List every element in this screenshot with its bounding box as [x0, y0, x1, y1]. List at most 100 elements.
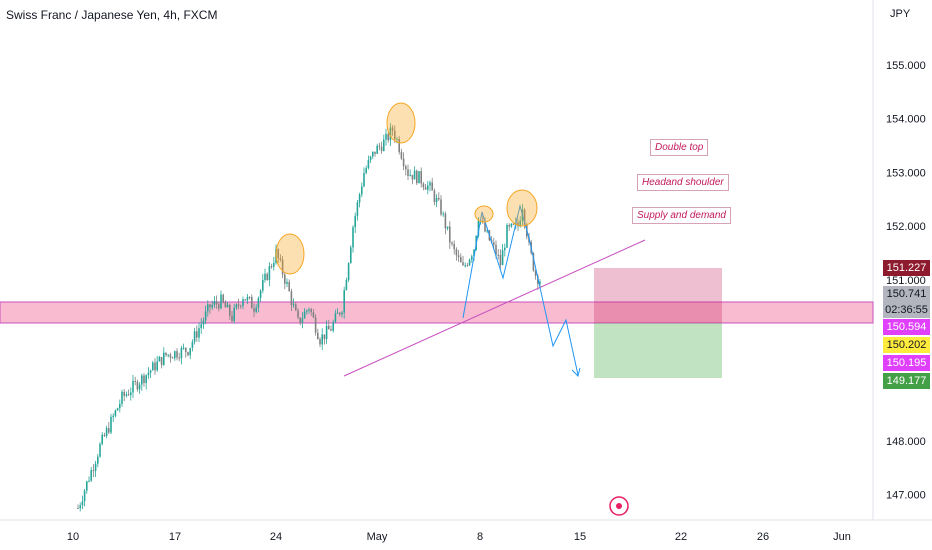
candle-body	[350, 247, 352, 264]
candle-body	[332, 322, 334, 331]
candle-body	[108, 428, 110, 433]
candle-body	[178, 357, 180, 359]
candle-body	[119, 403, 121, 409]
price-tick-label: 151.000	[886, 275, 926, 287]
candle-body	[88, 480, 90, 482]
candle-body	[152, 362, 154, 371]
candle-body	[457, 255, 460, 258]
candle-body	[220, 294, 222, 309]
candle-body	[156, 361, 158, 371]
price-axis[interactable]: 155.000 154.000 153.000 152.000 151.000 148.0…	[886, 60, 926, 502]
candle-body	[471, 256, 473, 260]
candle-body	[354, 215, 356, 228]
head-shoulder-line[interactable]	[462, 204, 530, 319]
time-tick-label: 26	[757, 531, 769, 543]
candle-body	[317, 332, 319, 340]
candle-body	[387, 133, 389, 141]
tag-level-magenta: 150.195	[883, 355, 930, 371]
candle-body	[308, 309, 310, 311]
time-tick-label: May	[367, 531, 388, 543]
tag-level-yellow: 150.202	[883, 337, 930, 353]
candle-body	[264, 273, 266, 280]
candle-body	[141, 375, 143, 385]
candle-body	[440, 199, 442, 215]
candle-body	[314, 317, 317, 333]
candle-body	[244, 299, 246, 301]
candle-body	[310, 309, 312, 313]
candle-body	[391, 127, 394, 131]
small-peak-circle[interactable]	[474, 205, 494, 223]
candle-body	[81, 501, 84, 506]
candle-body	[295, 304, 297, 311]
candle-body	[376, 145, 378, 154]
event-marker-dot	[616, 503, 622, 509]
supply-demand-zone[interactable]	[0, 301, 874, 324]
time-axis[interactable]: 10 17 24 May 8 15 22 26 Jun	[67, 531, 851, 543]
tag-current: 150.741	[883, 286, 930, 302]
candle-body	[253, 308, 255, 312]
candle-body	[145, 375, 147, 384]
candle-body	[191, 341, 194, 348]
candle-body	[132, 380, 134, 393]
candle-body	[504, 247, 506, 251]
candle-body	[237, 304, 240, 306]
time-tick-label: 15	[574, 531, 586, 543]
candle-body	[174, 351, 176, 359]
candle-body	[400, 152, 403, 159]
head-circle[interactable]	[386, 102, 416, 144]
candle-body	[356, 202, 359, 216]
take-profit-box[interactable]	[594, 323, 722, 378]
candle-body	[125, 394, 128, 396]
candle-body	[429, 182, 431, 186]
candle-body	[446, 226, 449, 229]
candle-body	[242, 299, 244, 306]
candle-body	[449, 226, 451, 243]
candle-body	[257, 297, 260, 308]
candle-body	[361, 186, 363, 195]
candle-body	[134, 380, 136, 382]
candle-body	[442, 213, 444, 215]
candle-body	[336, 312, 339, 314]
candle-body	[347, 263, 350, 280]
candle-body	[290, 291, 293, 306]
shoulder-circle-right[interactable]	[506, 189, 538, 227]
candle-body	[193, 331, 196, 342]
candle-body	[394, 130, 396, 140]
candle-body	[389, 127, 392, 141]
note-supply-demand[interactable]: Supply and demand	[632, 207, 731, 224]
candle-body	[292, 304, 295, 306]
candle-body	[273, 262, 275, 267]
candle-body	[83, 490, 86, 502]
chart-title: Swiss Franc / Japanese Yen, 4h, FXCM	[6, 8, 218, 22]
trendline[interactable]	[343, 239, 646, 377]
candle-body	[198, 328, 200, 338]
time-tick-label: 17	[169, 531, 181, 543]
candle-body	[438, 197, 440, 200]
candle-body	[484, 221, 486, 232]
candle-body	[523, 209, 526, 225]
note-head-shoulder[interactable]: Headand shoulder	[637, 174, 729, 191]
tag-target-bottom: 149.177	[883, 373, 930, 389]
candle-body	[413, 170, 416, 180]
candle-body	[251, 296, 253, 309]
candle-body	[532, 252, 535, 271]
candle-body	[266, 273, 268, 280]
stop-loss-box[interactable]	[594, 268, 722, 323]
candle-body	[127, 394, 130, 396]
forecast-path[interactable]	[528, 237, 579, 376]
candle-body	[539, 281, 541, 284]
candle-body	[154, 362, 156, 371]
candle-body	[262, 279, 264, 291]
candle-body	[92, 470, 95, 472]
candle-body	[259, 290, 262, 298]
candle-body	[86, 481, 88, 491]
candle-body	[248, 296, 251, 298]
candle-body	[277, 249, 279, 259]
candle-body	[163, 352, 165, 365]
candle-body	[451, 242, 453, 245]
note-double-top[interactable]: Double top	[650, 139, 709, 156]
candle-body	[512, 223, 515, 225]
candle-body	[444, 213, 447, 229]
shoulder-circle-left[interactable]	[275, 233, 305, 275]
